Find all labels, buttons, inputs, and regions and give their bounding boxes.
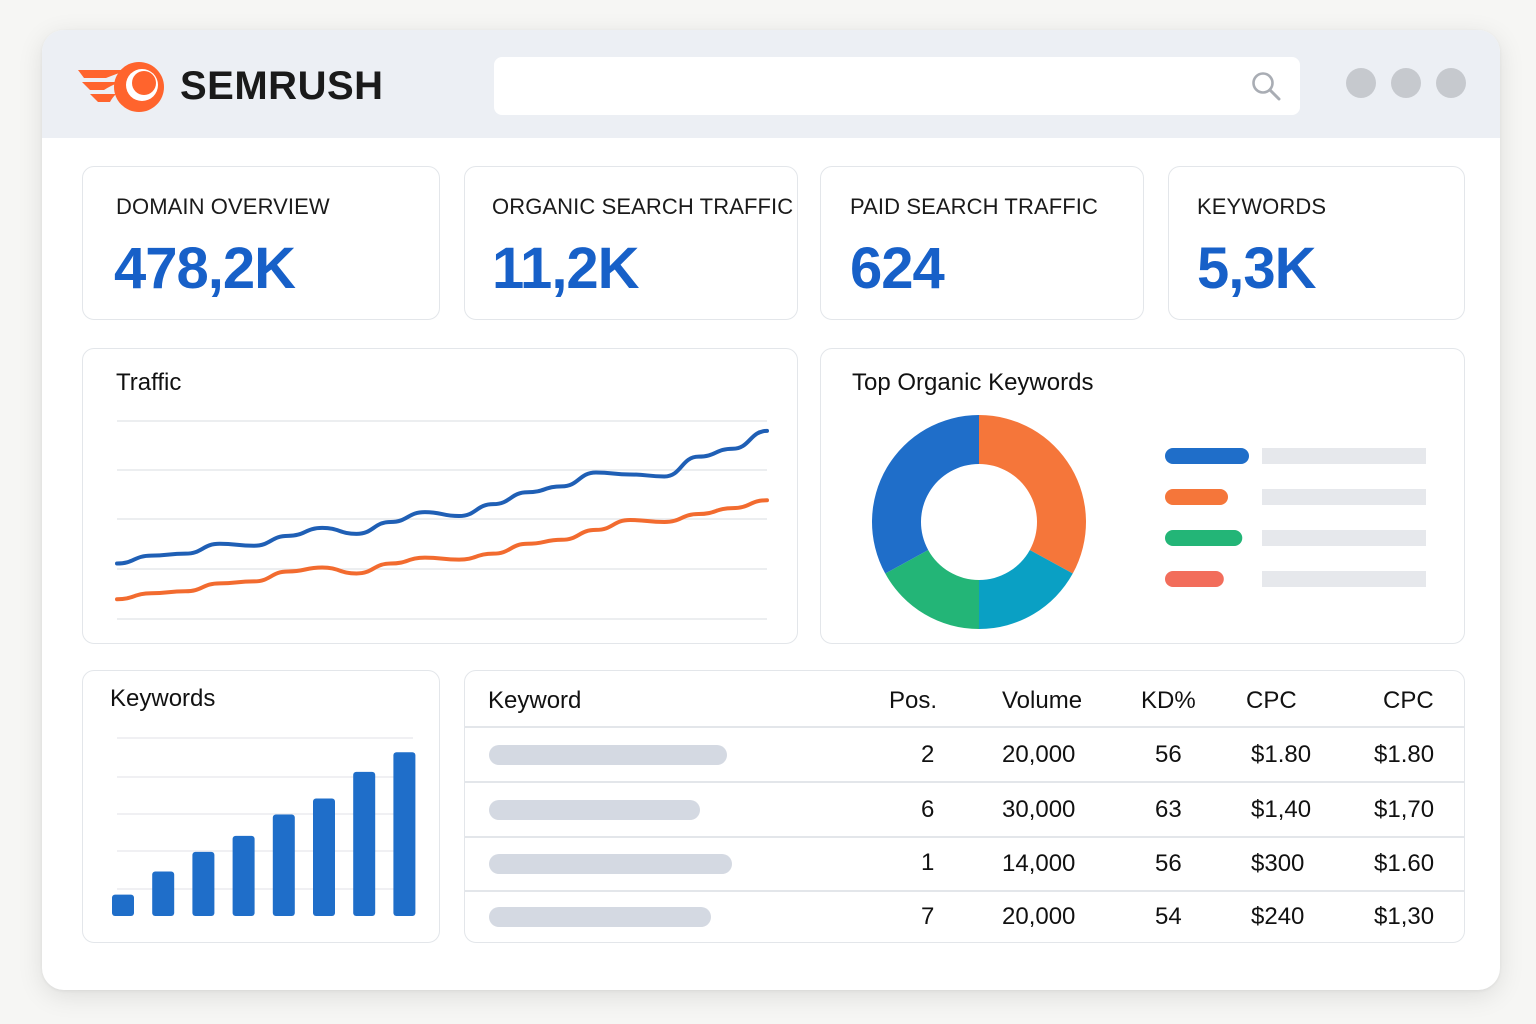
- donut-slice-1: [979, 415, 1086, 574]
- bar-1: [112, 894, 134, 916]
- semrush-logo[interactable]: SEMRUSH: [76, 60, 384, 112]
- cell-position: 6: [921, 796, 935, 823]
- bar-6: [313, 798, 335, 916]
- cell-cpc-2: $1,70: [1374, 796, 1435, 823]
- keyword-placeholder: [489, 800, 700, 820]
- keyword-placeholder: [489, 745, 727, 765]
- stat-card-organic-search-traffic[interactable]: ORGANIC SEARCH TRAFFIC 11,2K: [464, 166, 798, 320]
- traffic-panel: Traffic: [82, 348, 798, 644]
- stat-card-keywords[interactable]: KEYWORDS 5,3K: [1168, 166, 1465, 320]
- cell-volume: 30,000: [1002, 796, 1076, 823]
- search-input[interactable]: [494, 57, 1300, 115]
- bar-7: [353, 771, 376, 916]
- brand-name: SEMRUSH: [180, 63, 384, 108]
- legend-label-placeholder: [1262, 448, 1426, 464]
- cell-volume: 20,000: [1002, 903, 1076, 930]
- table-row[interactable]: 6 30,000 63 $1,40 $1,70: [465, 782, 1464, 836]
- keywords-table: Keyword Pos. Volume KD% CPC CPC 2 20,000…: [464, 670, 1465, 943]
- window-control-dot[interactable]: [1436, 68, 1466, 98]
- column-header-position[interactable]: Pos.: [889, 687, 938, 714]
- stat-value: 624: [850, 236, 945, 301]
- cell-kd: 56: [1155, 741, 1182, 768]
- column-header-cpc-2[interactable]: CPC: [1383, 687, 1434, 714]
- keywords-donut-chart: [872, 415, 1426, 629]
- row-divider: [465, 836, 1464, 838]
- panel-title: Top Organic Keywords: [852, 369, 1094, 396]
- stat-label: KEYWORDS: [1197, 194, 1327, 219]
- legend-swatch-2: [1165, 489, 1228, 505]
- panel-title: Traffic: [116, 369, 182, 396]
- stat-value: 478,2K: [114, 236, 296, 301]
- keywords-bar-chart: [112, 737, 416, 916]
- panel-title: Keywords: [110, 685, 216, 712]
- legend-label-placeholder: [1262, 571, 1426, 587]
- semrush-flame-icon: [78, 62, 164, 112]
- top-bar: SEMRUSH: [42, 30, 1500, 138]
- keywords-bar-panel: Keywords: [82, 670, 440, 943]
- column-header-keyword[interactable]: Keyword: [488, 687, 582, 714]
- stat-label: DOMAIN OVERVIEW: [116, 194, 330, 219]
- cell-kd: 54: [1155, 903, 1182, 930]
- stat-label: ORGANIC SEARCH TRAFFIC: [492, 194, 794, 219]
- keyword-placeholder: [489, 907, 711, 927]
- search-icon[interactable]: [1250, 70, 1282, 102]
- table-row[interactable]: 1 14,000 56 $300 $1.60: [465, 837, 1464, 890]
- cell-kd: 56: [1155, 850, 1182, 877]
- row-divider: [465, 890, 1464, 892]
- row-divider: [465, 726, 1464, 728]
- cell-cpc: $240: [1251, 903, 1305, 930]
- donut-slice-2: [979, 549, 1073, 629]
- cell-cpc: $300: [1251, 850, 1305, 877]
- column-header-cpc[interactable]: CPC: [1246, 687, 1297, 714]
- table-row[interactable]: 2 20,000 56 $1.80 $1.80: [465, 727, 1464, 781]
- cell-cpc-2: $1,30: [1374, 903, 1435, 930]
- legend-swatch-4: [1165, 571, 1224, 587]
- legend-label-placeholder: [1262, 530, 1426, 546]
- bar-3: [192, 851, 215, 916]
- cell-cpc: $1.80: [1251, 741, 1312, 768]
- cell-position: 1: [921, 849, 935, 876]
- keyword-placeholder: [489, 854, 732, 874]
- cell-position: 7: [921, 903, 935, 930]
- cell-cpc-2: $1.80: [1374, 741, 1435, 768]
- series-line-1: [115, 428, 769, 566]
- traffic-line-chart: [115, 420, 769, 620]
- table-row[interactable]: 7 20,000 54 $240 $1,30: [465, 891, 1464, 943]
- row-divider: [465, 781, 1464, 783]
- app-window: SEMRUSH DOMAIN OVERVIEW 478,2K ORGANIC S…: [42, 30, 1500, 990]
- stat-value: 11,2K: [492, 236, 640, 301]
- cell-kd: 63: [1155, 796, 1182, 823]
- legend-swatch-1: [1165, 448, 1249, 464]
- cell-cpc: $1,40: [1251, 796, 1312, 823]
- window-control-dot[interactable]: [1346, 68, 1376, 98]
- stat-card-domain-overview[interactable]: DOMAIN OVERVIEW 478,2K: [82, 166, 440, 320]
- cell-position: 2: [921, 741, 935, 768]
- donut-slice-4: [872, 415, 979, 574]
- bar-8: [393, 752, 416, 916]
- legend-swatch-3: [1165, 530, 1243, 546]
- legend-label-placeholder: [1262, 489, 1426, 505]
- donut-slice-3: [885, 549, 979, 629]
- stat-label: PAID SEARCH TRAFFIC: [850, 194, 1099, 219]
- stat-card-paid-search-traffic[interactable]: PAID SEARCH TRAFFIC 624: [820, 166, 1144, 320]
- stat-value: 5,3K: [1197, 236, 1317, 301]
- cell-volume: 20,000: [1002, 741, 1076, 768]
- top-organic-keywords-panel: Top Organic Keywords: [820, 348, 1465, 644]
- column-header-volume[interactable]: Volume: [1002, 687, 1083, 714]
- series-line-2: [115, 498, 769, 602]
- window-control-dot[interactable]: [1391, 68, 1421, 98]
- window-controls: [1346, 68, 1466, 98]
- column-header-kd[interactable]: KD%: [1141, 687, 1196, 714]
- bar-2: [152, 871, 175, 916]
- cell-cpc-2: $1.60: [1374, 850, 1435, 877]
- bar-4: [232, 835, 255, 916]
- bar-5: [272, 814, 295, 916]
- search-box[interactable]: [494, 57, 1300, 115]
- cell-volume: 14,000: [1002, 850, 1076, 877]
